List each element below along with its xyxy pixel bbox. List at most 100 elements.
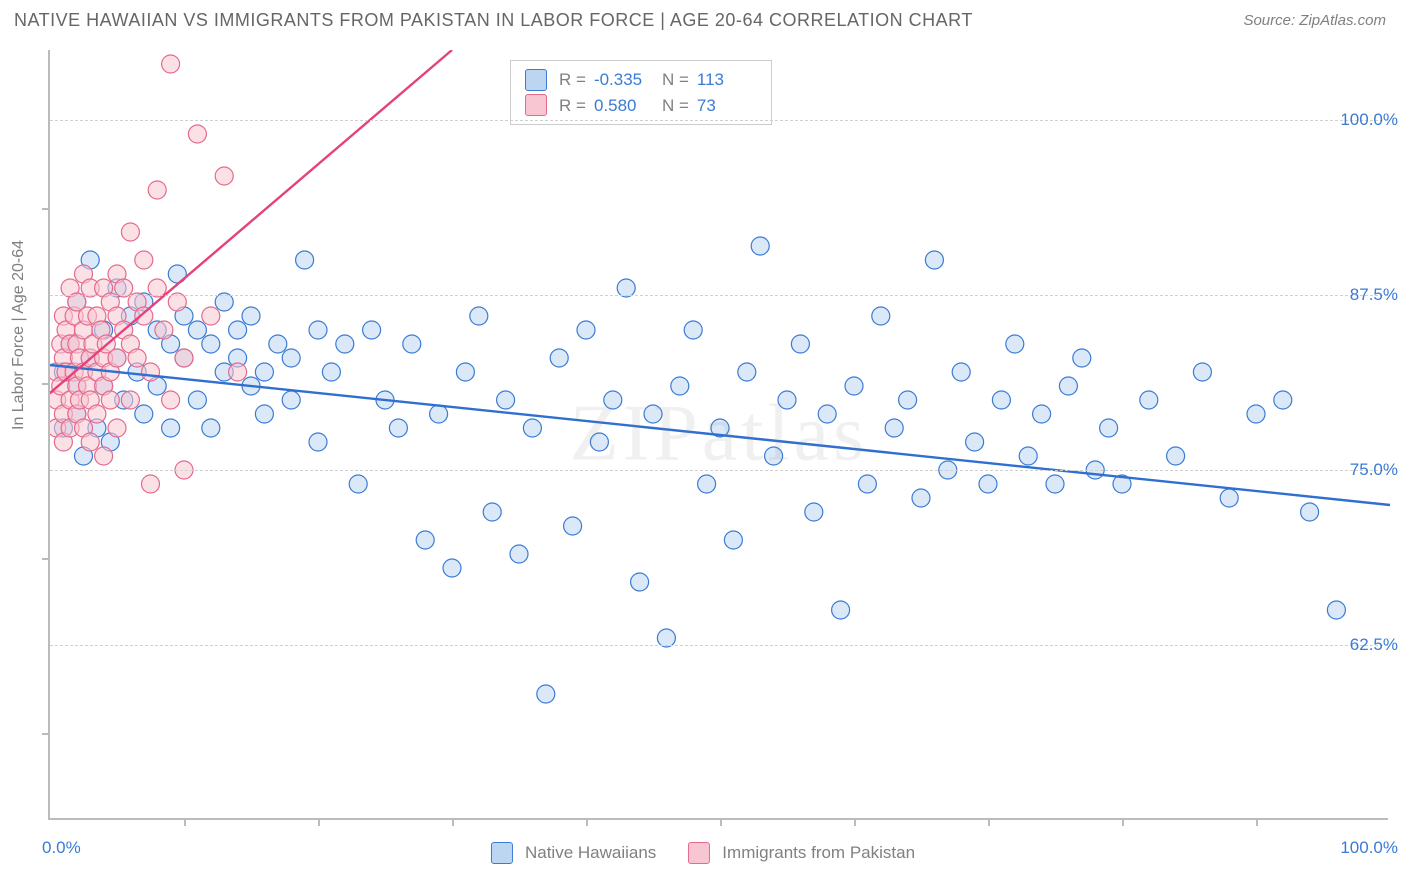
stats-n-val-1: 73 — [697, 93, 757, 119]
trend-line — [50, 365, 1390, 505]
scatter-point — [550, 349, 568, 367]
stats-swatch-1 — [525, 94, 547, 116]
stats-row-0: R = -0.335 N = 113 — [525, 67, 757, 93]
scatter-point — [644, 405, 662, 423]
scatter-point — [523, 419, 541, 437]
scatter-point — [979, 475, 997, 493]
scatter-point — [202, 419, 220, 437]
scatter-point — [135, 405, 153, 423]
scatter-point — [1019, 447, 1037, 465]
scatter-point — [858, 475, 876, 493]
bottom-legend: Native Hawaiians Immigrants from Pakista… — [491, 842, 915, 864]
legend-swatch-0 — [491, 842, 513, 864]
scatter-point — [128, 349, 146, 367]
x-minor-tick — [452, 818, 454, 826]
plot-svg — [50, 50, 1390, 820]
scatter-point — [282, 349, 300, 367]
scatter-point — [805, 503, 823, 521]
ytick-label: 87.5% — [1350, 285, 1398, 305]
scatter-point — [135, 251, 153, 269]
x-minor-tick — [586, 818, 588, 826]
scatter-point — [162, 391, 180, 409]
scatter-point — [242, 307, 260, 325]
scatter-point — [296, 251, 314, 269]
legend-swatch-1 — [688, 842, 710, 864]
trend-line — [50, 50, 452, 393]
scatter-point — [1220, 489, 1238, 507]
scatter-point — [202, 307, 220, 325]
y-minor-tick — [42, 733, 50, 735]
scatter-point — [255, 363, 273, 381]
scatter-point — [1006, 335, 1024, 353]
gridline — [50, 120, 1388, 121]
scatter-point — [229, 363, 247, 381]
scatter-point — [684, 321, 702, 339]
scatter-point — [309, 321, 327, 339]
stats-row-1: R = 0.580 N = 73 — [525, 93, 757, 119]
scatter-point — [121, 223, 139, 241]
stats-n-label-0: N = — [662, 67, 689, 93]
scatter-point — [604, 391, 622, 409]
scatter-point — [1301, 503, 1319, 521]
stats-r-val-0: -0.335 — [594, 67, 654, 93]
scatter-point — [1167, 447, 1185, 465]
scatter-point — [1274, 391, 1292, 409]
xtick-right: 100.0% — [1340, 838, 1398, 858]
scatter-point — [698, 475, 716, 493]
legend-item-1: Immigrants from Pakistan — [688, 842, 915, 864]
stats-r-val-1: 0.580 — [594, 93, 654, 119]
chart-title: NATIVE HAWAIIAN VS IMMIGRANTS FROM PAKIS… — [14, 10, 973, 31]
y-minor-tick — [42, 383, 50, 385]
scatter-point — [155, 321, 173, 339]
scatter-point — [416, 531, 434, 549]
scatter-point — [108, 349, 126, 367]
x-minor-tick — [988, 818, 990, 826]
scatter-point — [832, 601, 850, 619]
scatter-point — [1193, 363, 1211, 381]
scatter-point — [215, 167, 233, 185]
scatter-point — [751, 237, 769, 255]
scatter-point — [791, 335, 809, 353]
scatter-point — [1327, 601, 1345, 619]
scatter-point — [142, 475, 160, 493]
scatter-point — [389, 419, 407, 437]
scatter-point — [470, 307, 488, 325]
scatter-point — [95, 447, 113, 465]
scatter-point — [1073, 349, 1091, 367]
scatter-point — [269, 335, 287, 353]
scatter-point — [1046, 475, 1064, 493]
x-minor-tick — [720, 818, 722, 826]
stats-box: R = -0.335 N = 113 R = 0.580 N = 73 — [510, 60, 772, 125]
y-axis-label: In Labor Force | Age 20-64 — [10, 240, 28, 430]
scatter-point — [148, 181, 166, 199]
scatter-point — [202, 335, 220, 353]
x-minor-tick — [318, 818, 320, 826]
scatter-point — [188, 321, 206, 339]
scatter-point — [818, 405, 836, 423]
scatter-point — [724, 531, 742, 549]
legend-label-1: Immigrants from Pakistan — [722, 843, 915, 863]
scatter-point — [577, 321, 595, 339]
scatter-point — [349, 475, 367, 493]
scatter-point — [1100, 419, 1118, 437]
scatter-point — [175, 349, 193, 367]
scatter-point — [162, 419, 180, 437]
scatter-point — [403, 335, 421, 353]
scatter-point — [255, 405, 273, 423]
scatter-point — [456, 363, 474, 381]
scatter-point — [590, 433, 608, 451]
x-minor-tick — [184, 818, 186, 826]
scatter-point — [872, 307, 890, 325]
scatter-point — [992, 391, 1010, 409]
scatter-point — [631, 573, 649, 591]
scatter-point — [497, 391, 515, 409]
scatter-point — [188, 391, 206, 409]
scatter-point — [443, 559, 461, 577]
stats-r-label-1: R = — [559, 93, 586, 119]
scatter-chart: ZIPatlas R = -0.335 N = 113 R = 0.580 N … — [48, 50, 1388, 820]
scatter-point — [121, 391, 139, 409]
scatter-point — [188, 125, 206, 143]
scatter-point — [778, 391, 796, 409]
scatter-point — [101, 391, 119, 409]
gridline — [50, 645, 1388, 646]
